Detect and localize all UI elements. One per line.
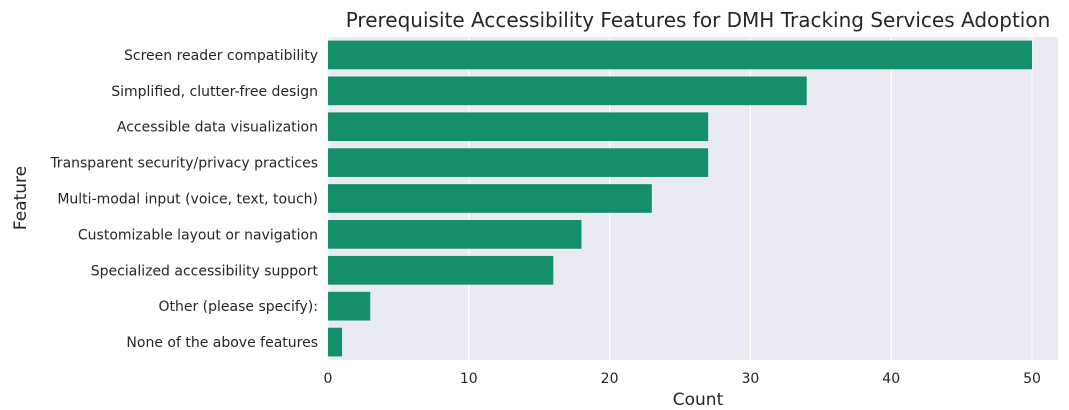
- category-label: Screen reader compatibility: [124, 48, 318, 64]
- bar: [328, 112, 709, 142]
- bar: [328, 327, 343, 357]
- x-tick-label: 50: [1023, 371, 1041, 387]
- bar: [328, 291, 371, 321]
- x-axis-label: Count: [673, 390, 724, 410]
- bar: [328, 76, 807, 106]
- x-tick-label: 40: [882, 371, 900, 387]
- bar: [328, 220, 582, 249]
- bar: [328, 255, 554, 285]
- category-labels: Screen reader compatibility Simplified, c…: [49, 48, 318, 351]
- bar: [328, 184, 652, 213]
- x-tick-label: 10: [460, 371, 478, 387]
- category-label: Multi-modal input (voice, text, touch): [57, 192, 318, 208]
- bar: [328, 148, 709, 177]
- y-axis-label: Feature: [11, 166, 31, 230]
- category-label: Other (please specify):: [158, 299, 318, 315]
- chart-title: Prerequisite Accessibility Features for …: [346, 8, 1051, 32]
- category-label: Transparent security/privacy practices: [49, 156, 318, 172]
- category-label: Specialized accessibility support: [91, 263, 319, 279]
- category-label: Accessible data visualization: [117, 120, 318, 136]
- bars: [328, 40, 1032, 357]
- bar: [328, 40, 1032, 70]
- category-label: Customizable layout or navigation: [78, 227, 318, 243]
- x-tick-labels: 0 10 20 30 40 50: [324, 371, 1041, 387]
- category-label: None of the above features: [126, 335, 318, 351]
- x-tick-label: 0: [324, 371, 333, 387]
- x-tick-label: 20: [601, 371, 619, 387]
- x-tick-label: 30: [741, 371, 759, 387]
- category-label: Simplified, clutter-free design: [111, 84, 318, 100]
